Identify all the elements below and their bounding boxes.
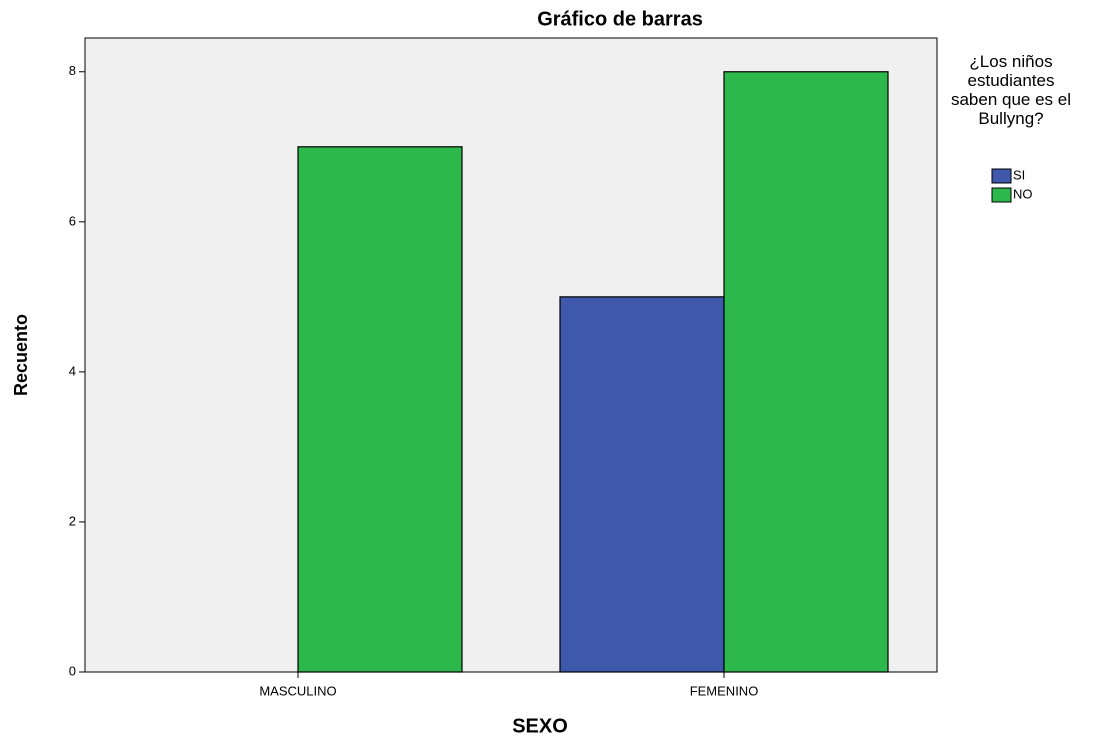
y-axis-label: Recuento [11,314,31,396]
bar [297,146,463,673]
y-tick-label: 2 [69,513,76,528]
y-tick-label: 8 [69,63,76,78]
legend-label: SI [1013,167,1025,182]
x-tick-label: MASCULINO [259,683,336,698]
y-tick-label: 0 [69,663,76,678]
legend-swatch [991,187,1012,203]
bar [559,296,725,673]
chart-title: Gráfico de barras [537,8,703,30]
bar [723,71,889,673]
x-axis-label: SEXO [512,715,568,737]
y-tick-label: 6 [69,213,76,228]
legend-label: NO [1013,186,1033,201]
x-tick-label: FEMENINO [690,683,759,698]
y-tick-label: 4 [69,363,76,378]
legend-title: ¿Los niños estudiantes saben que es el B… [950,52,1072,128]
legend-swatch [991,168,1012,184]
